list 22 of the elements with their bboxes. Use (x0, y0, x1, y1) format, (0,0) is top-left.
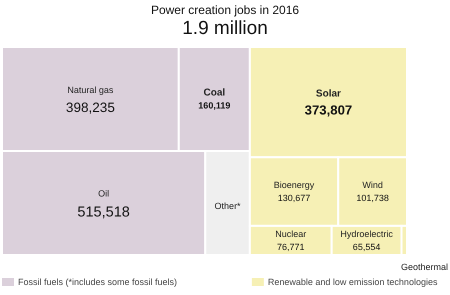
text: Power creation jobs in 2016 (150, 3, 300, 17)
category-label: Nuclear (275, 228, 306, 239)
category-label: Hydroelectric (340, 228, 394, 239)
category-label: Oil (98, 188, 110, 199)
data-label: 130,677 (278, 193, 310, 204)
category-label: Other* (214, 201, 242, 211)
legend-label: Fossil fuels (*includes some fossil fuels) (18, 277, 178, 287)
category-label: Bioenergy (274, 180, 315, 190)
legend-label: Renewable and low emission technologies (268, 277, 438, 287)
data-label: 398,235 (66, 100, 115, 115)
data-label: 76,771 (276, 242, 305, 252)
data-label: 515,518 (77, 204, 130, 220)
category-label: Geothermal (400, 262, 448, 272)
data-label: 65,554 (352, 242, 380, 252)
category-label: Wind (362, 180, 383, 190)
data-label: 373,807 (304, 102, 352, 118)
category-label: Natural gas (67, 85, 114, 96)
category-label: Coal (203, 88, 226, 98)
category-label: Solar (316, 88, 342, 100)
text: 1.9 million (182, 18, 268, 39)
data-label: 101,738 (356, 193, 389, 204)
data-label: 160,119 (198, 100, 230, 110)
